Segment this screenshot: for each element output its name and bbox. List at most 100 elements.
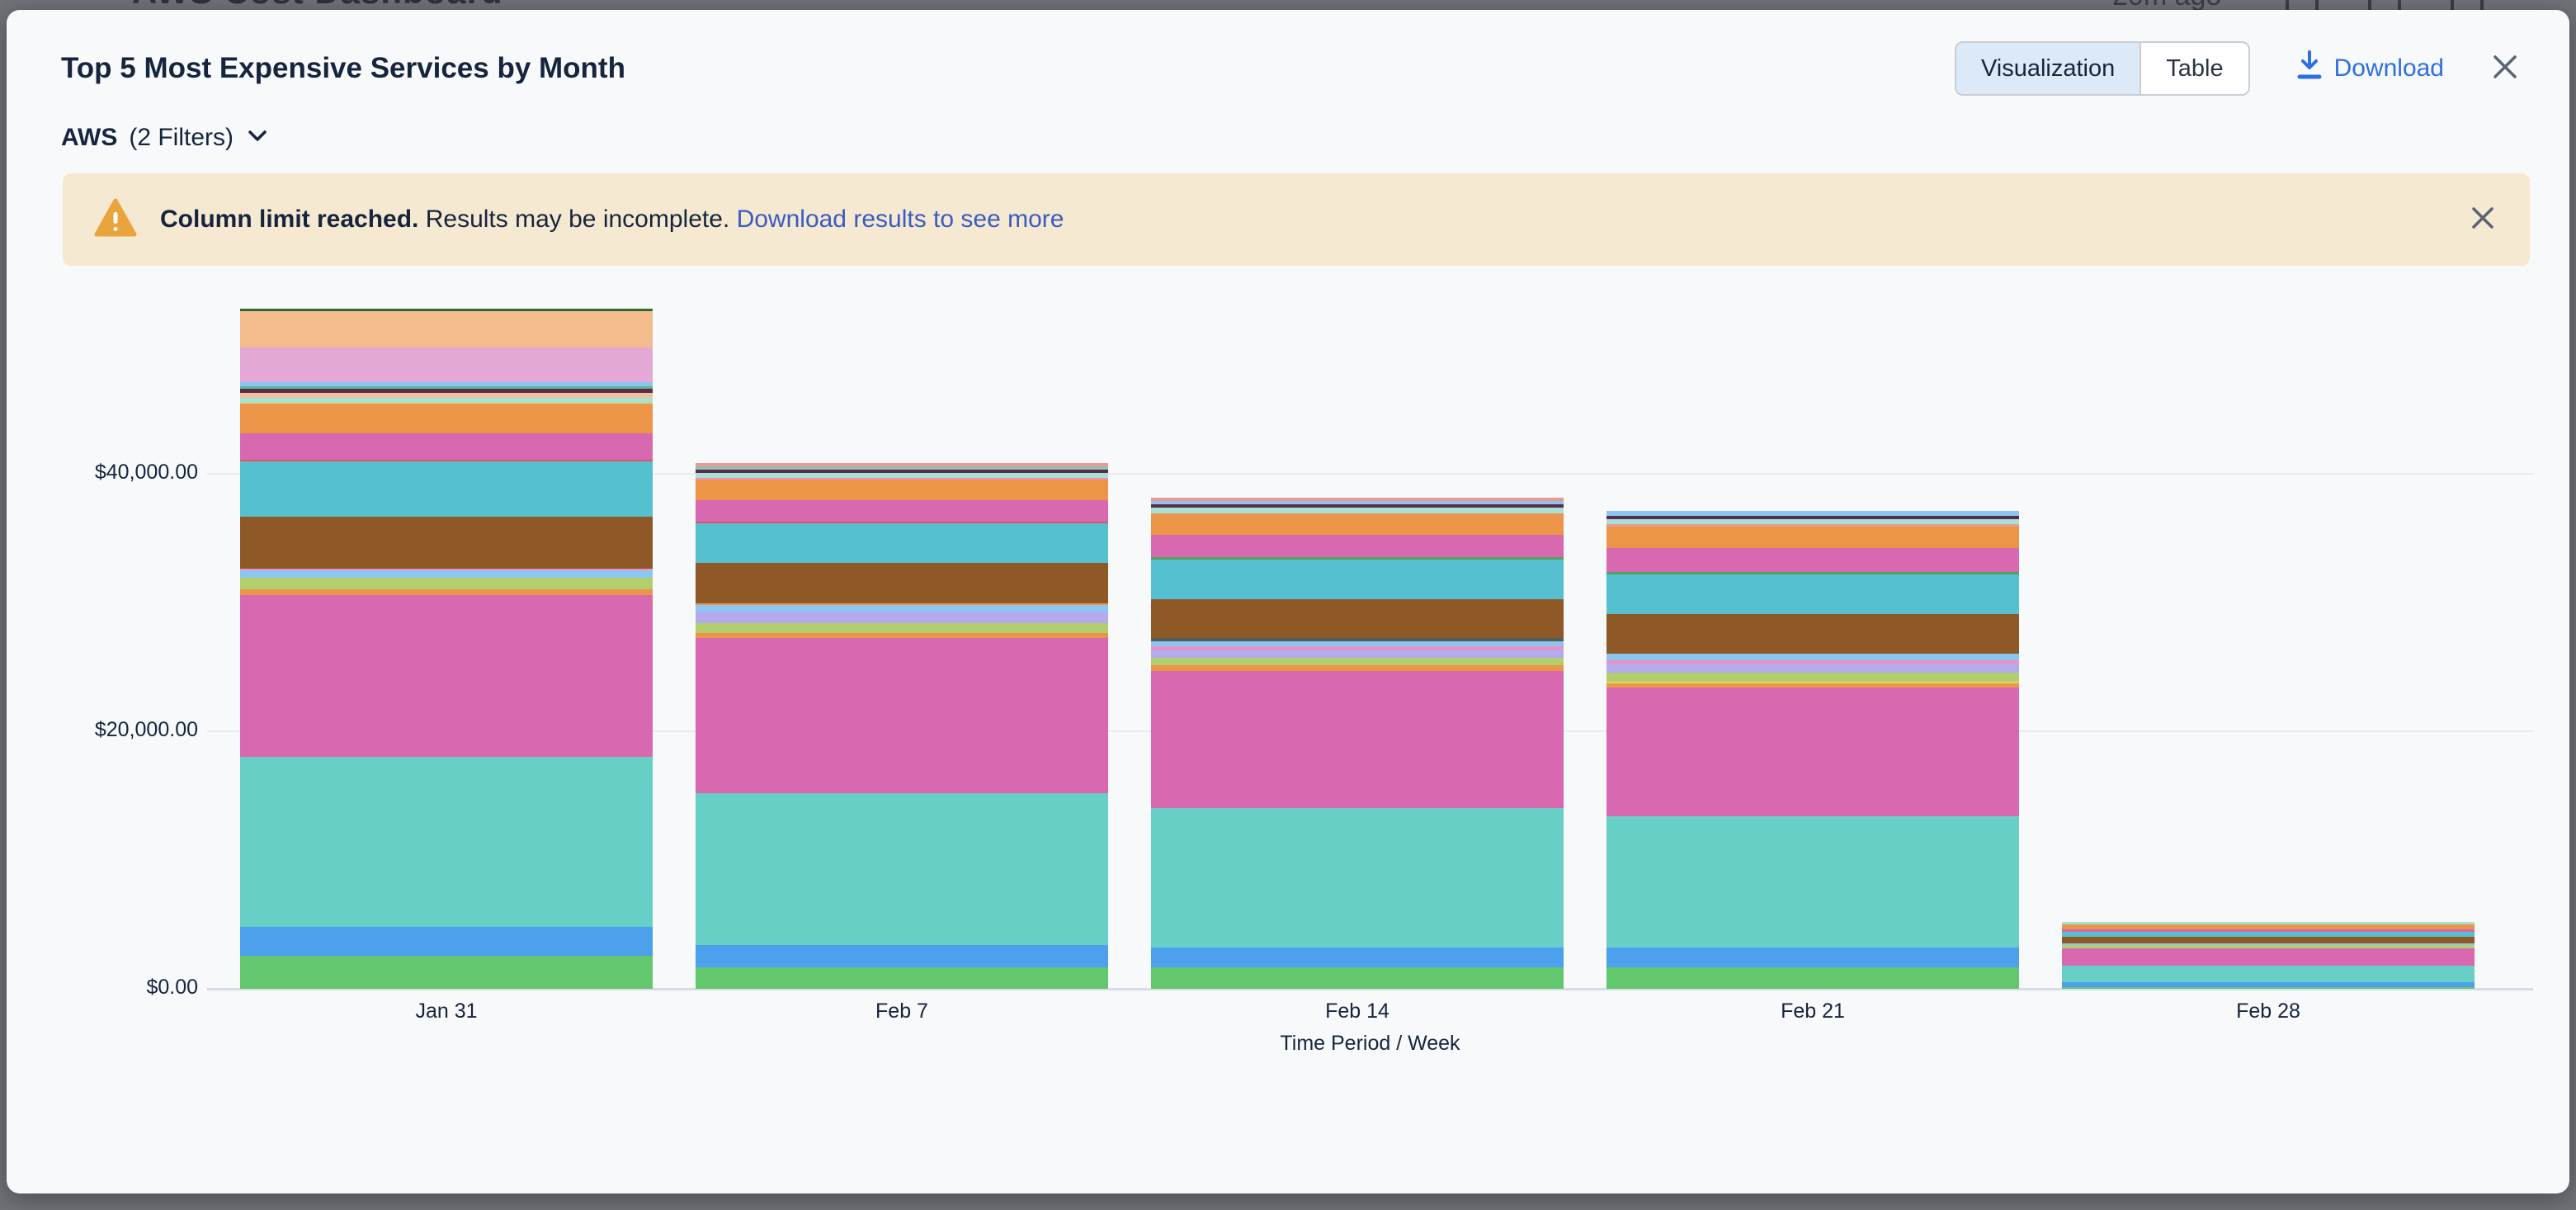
close-button[interactable]	[2490, 52, 2520, 86]
bar-segment-magenta	[2062, 929, 2475, 933]
bar-segment-orange	[1606, 683, 2019, 688]
bar-segment-teal	[2062, 965, 2475, 982]
bar-feb-7[interactable]	[696, 462, 1108, 989]
y-axis-label: $0.00	[146, 976, 198, 999]
header-actions: Visualization Table Download	[1954, 41, 2520, 96]
bar-segment-green	[696, 967, 1108, 989]
bar-segment-teal	[1151, 808, 1564, 948]
bar-segment-yellowgreen	[1151, 658, 1564, 666]
bar-segment-magenta	[240, 432, 653, 461]
bar-segment-orange	[696, 603, 1108, 605]
x-axis-label: Feb 28	[2236, 1000, 2300, 1023]
bar-segment-forestline	[1151, 557, 1564, 560]
warning-icon	[94, 198, 137, 242]
bar-segment-blue	[1606, 947, 2019, 967]
bar-segment-yellow	[240, 402, 653, 404]
bar-segment-teal	[1606, 816, 2019, 948]
bar-segment-forestline	[1606, 572, 2019, 575]
filter-dropdown[interactable]: AWS (2 Filters)	[61, 117, 270, 158]
bar-segment-lavender	[696, 611, 1108, 623]
bar-segment-magenta	[1151, 671, 1564, 808]
bar-segment-peach	[240, 392, 653, 398]
background-toolbar-icons	[2286, 0, 2558, 10]
bar-segment-lavender	[1151, 650, 1564, 659]
stacked-bar-chart: $0.00 $20,000.00 $40,000.00 Jan 31 Feb 7 Feb …	[7, 10, 2576, 1210]
background-page-header: AWS Cost Dashboard 20m ago	[0, 0, 2576, 10]
download-button[interactable]: Download	[2296, 50, 2444, 87]
bar-segment-cyan	[1151, 560, 1564, 599]
bar-segment-crimson	[696, 521, 1108, 523]
banner-message: Column limit reached. Results may be inc…	[160, 206, 1064, 234]
bar-segment-seagreen	[240, 385, 653, 389]
bar-segment-pinkline	[1151, 646, 1564, 650]
bar-segment-maroon	[1151, 504, 1564, 508]
bar-segment-maroon	[240, 388, 653, 393]
bar-segment-brown	[1151, 598, 1564, 638]
x-axis-label: Feb 7	[875, 1000, 928, 1023]
bar-segment-orange	[1606, 526, 2019, 549]
modal-header: Top 5 Most Expensive Services by Month V…	[61, 40, 2520, 97]
bar-segment-teal	[696, 792, 1108, 945]
banner-close-button[interactable]	[2469, 204, 2497, 236]
bar-feb-28[interactable]	[2062, 922, 2475, 989]
bar-segment-brown	[1606, 613, 2019, 655]
bar-segment-teal	[240, 757, 653, 928]
x-axis-label: Feb 21	[1781, 1000, 1845, 1023]
filter-label: AWS	[61, 124, 118, 151]
bar-segment-magenta	[696, 637, 1108, 793]
page-title: Top 5 Most Expensive Services by Month	[61, 52, 625, 84]
bar-segment-crimson	[240, 460, 653, 462]
background-dashboard-title: AWS Cost Dashboard	[132, 0, 503, 10]
bar-segment-cyan	[2062, 932, 2475, 938]
bar-segment-orange	[1151, 513, 1564, 535]
close-icon	[2490, 52, 2520, 86]
bar-segment-blue	[1151, 947, 1564, 967]
bar-segment-green	[240, 955, 653, 989]
x-axis-label: Jan 31	[415, 1000, 478, 1023]
bar-segment-green	[1151, 967, 1564, 989]
bar-segment-green	[1606, 967, 2019, 989]
bar-segment-orange	[240, 404, 653, 433]
bar-jan-31[interactable]	[240, 308, 653, 989]
bar-feb-14[interactable]	[1151, 498, 1564, 989]
bar-segment-pinkline	[240, 569, 653, 571]
bar-segment-brown	[2062, 937, 2475, 944]
bar-segment-skyblue	[1606, 654, 2019, 661]
download-icon	[2296, 50, 2323, 87]
toggle-option-table[interactable]: Table	[2140, 43, 2248, 94]
filter-count: (2 Filters)	[129, 124, 234, 151]
bar-segment-skyblue	[2062, 943, 2475, 946]
bar-segment-orange	[2062, 924, 2475, 930]
bar-segment-magenta	[240, 594, 653, 758]
bar-segment-sandy	[240, 310, 653, 348]
bar-segment-yellowgreen	[2062, 945, 2475, 948]
background-timestamp: 20m ago	[2112, 0, 2221, 10]
bar-segment-brown	[696, 563, 1108, 603]
bar-segment-lavender	[1606, 664, 2019, 673]
bar-segment-orange	[1151, 665, 1564, 672]
banner-download-link[interactable]: Download results to see more	[736, 206, 1064, 233]
banner-plain-text: Results may be incomplete.	[425, 206, 730, 233]
warning-banner: Column limit reached. Results may be inc…	[63, 173, 2530, 266]
bar-segment-magenta	[1606, 548, 2019, 573]
bar-segment-mint	[2062, 922, 2475, 925]
bar-segment-plum	[240, 347, 653, 382]
bar-segment-maroon	[1606, 515, 2019, 519]
bar-segment-skyblue	[240, 570, 653, 579]
bar-segment-mint	[696, 473, 1108, 479]
bar-feb-21[interactable]	[1606, 510, 2019, 989]
bar-segment-magenta	[1151, 534, 1564, 558]
bar-segment-blue	[240, 927, 653, 956]
bar-segment-darkslate	[1151, 637, 1564, 642]
download-label: Download	[2333, 54, 2444, 82]
toggle-option-visualization[interactable]: Visualization	[1956, 43, 2140, 94]
bar-segment-salmon	[1606, 523, 2019, 527]
bar-segment-magenta	[2062, 948, 2475, 966]
x-axis-title: Time Period / Week	[1280, 1032, 1460, 1055]
bar-segment-blue	[2062, 981, 2475, 987]
bar-segment-cyan	[1606, 574, 2019, 614]
bar-segment-salmon	[1151, 498, 1564, 502]
chevron-down-icon	[245, 127, 270, 149]
bar-segment-orange	[696, 632, 1108, 638]
bar-segment-mint	[240, 397, 653, 403]
